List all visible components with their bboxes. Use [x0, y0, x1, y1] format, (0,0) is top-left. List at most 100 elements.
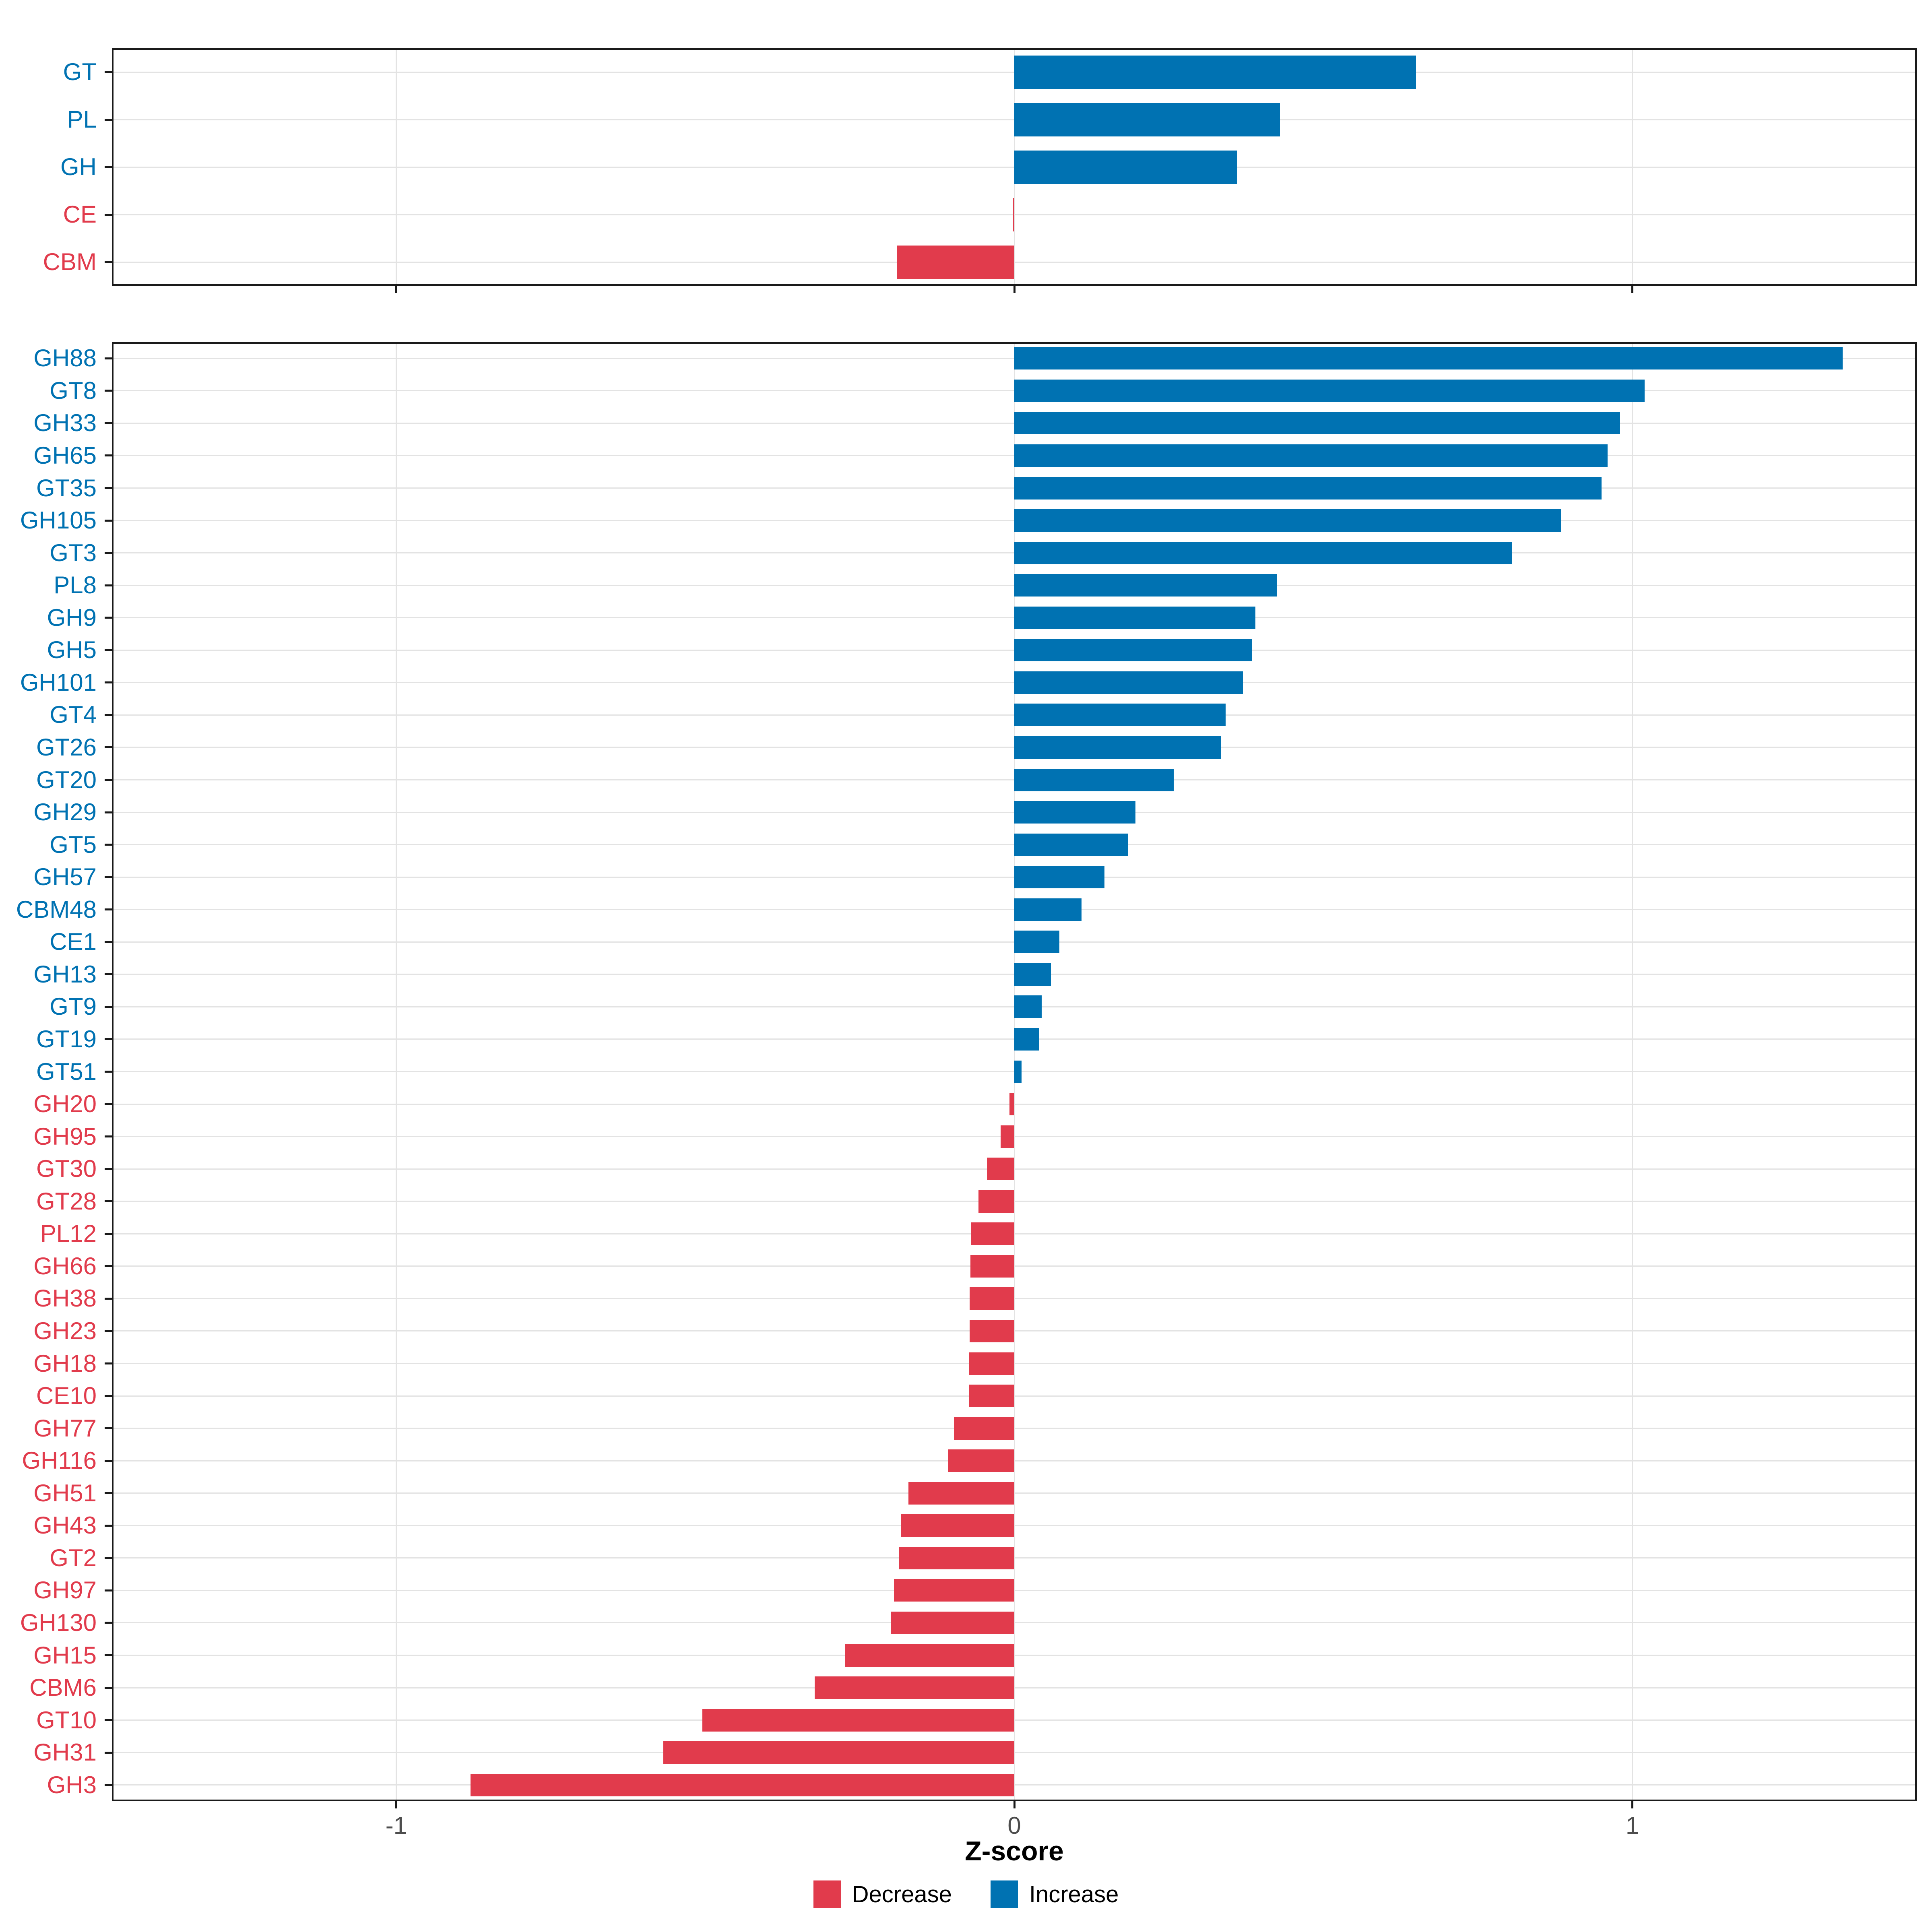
y-tick-GH57	[105, 876, 112, 878]
y-axis-label-GH: GH	[60, 153, 97, 180]
y-axis-label-GH38: GH38	[33, 1285, 97, 1312]
y-axis-label-GT4: GT4	[50, 701, 97, 729]
y-axis-label-GH116: GH116	[22, 1447, 97, 1474]
bar-GH43	[901, 1514, 1014, 1537]
bar-PL12	[971, 1222, 1014, 1245]
y-gridline-GH38	[112, 1298, 1917, 1299]
y-gridline-CBM6	[112, 1687, 1917, 1688]
panel-top: GT PL GH CE CBM	[43, 48, 1917, 293]
bar-GT9	[1014, 995, 1042, 1018]
y-gridline-GH77	[112, 1428, 1917, 1429]
legend-swatch-increase	[990, 1880, 1018, 1908]
y-axis-label-GT5: GT5	[50, 831, 97, 858]
y-tick-GH38	[105, 1297, 112, 1300]
y-gridline-GH116	[112, 1460, 1917, 1461]
y-axis-label-GT20: GT20	[36, 766, 97, 793]
bar-GT51	[1014, 1060, 1022, 1083]
y-tick-GH101	[105, 681, 112, 684]
bar-GH51	[908, 1482, 1014, 1505]
y-gridline-GH130	[112, 1622, 1917, 1624]
y-tick-GH105	[105, 519, 112, 522]
y-tick-CE10	[105, 1395, 112, 1397]
x-tick-label-1: 1	[1625, 1812, 1639, 1839]
y-tick-PL12	[105, 1232, 112, 1235]
x-tick--1	[395, 1801, 397, 1808]
y-gridline-GH43	[112, 1525, 1917, 1526]
y-tick-GT30	[105, 1168, 112, 1170]
bar-GH3	[470, 1773, 1014, 1796]
y-axis-label-GH29: GH29	[33, 799, 97, 826]
bar-GT	[1014, 55, 1416, 89]
y-tick-GT28	[105, 1200, 112, 1203]
legend-label-increase: Increase	[1029, 1881, 1119, 1907]
y-tick-GT9	[105, 1005, 112, 1008]
bar-GH116	[948, 1449, 1014, 1472]
y-tick-GT2	[105, 1557, 112, 1559]
y-tick-GH65	[105, 454, 112, 457]
y-tick-GT8	[105, 390, 112, 392]
y-axis-label-CE: CE	[63, 201, 97, 228]
bar-GH15	[845, 1644, 1014, 1667]
y-axis-label-GH66: GH66	[33, 1252, 97, 1280]
y-gridline-CE	[112, 214, 1917, 215]
y-gridline-GT10	[112, 1719, 1917, 1721]
y-tick-GT51	[105, 1071, 112, 1073]
bar-GH9	[1014, 606, 1255, 629]
bar-GH97	[894, 1579, 1014, 1602]
y-axis-label-GT19: GT19	[36, 1025, 97, 1053]
x-axis-title: Z-score	[965, 1836, 1064, 1866]
y-gridline-GH15	[112, 1655, 1917, 1656]
legend-label-decrease: Decrease	[852, 1881, 952, 1907]
y-axis-label-GT51: GT51	[36, 1058, 97, 1085]
bar-GH29	[1014, 801, 1135, 824]
y-axis-label-GT8: GT8	[50, 377, 97, 404]
y-gridline-GH23	[112, 1330, 1917, 1332]
y-tick-GH3	[105, 1784, 112, 1786]
y-axis-label-GH105: GH105	[20, 507, 97, 534]
y-gridline-GH18	[112, 1363, 1917, 1364]
y-axis-label-GH101: GH101	[20, 669, 97, 696]
y-gridline-CBM	[112, 261, 1917, 263]
x-tick-1	[1631, 1801, 1634, 1808]
legend-swatch-decrease	[813, 1880, 841, 1908]
bar-CBM	[897, 245, 1014, 279]
y-gridline-GH97	[112, 1589, 1917, 1591]
bar-GT2	[899, 1546, 1014, 1569]
y-axis-label-GT3: GT3	[50, 539, 97, 566]
y-gridline-GH95	[112, 1136, 1917, 1137]
y-tick-GT5	[105, 844, 112, 846]
y-tick-GH9	[105, 617, 112, 619]
y-axis-label-GH9: GH9	[47, 604, 97, 631]
bar-GT3	[1014, 541, 1512, 564]
bar-GT4	[1014, 704, 1226, 727]
y-axis-label-GT30: GT30	[36, 1155, 97, 1183]
y-axis-label-GH77: GH77	[33, 1414, 97, 1442]
y-axis-label-GH88: GH88	[33, 345, 97, 372]
y-tick-GH77	[105, 1427, 112, 1430]
y-gridline-GT2	[112, 1557, 1917, 1559]
bar-GH105	[1014, 509, 1562, 532]
y-tick-GH31	[105, 1751, 112, 1754]
y-axis-label-GH97: GH97	[33, 1577, 97, 1604]
bar-GT5	[1014, 833, 1128, 856]
bar-GH95	[1001, 1125, 1014, 1148]
y-tick-CBM6	[105, 1686, 112, 1689]
y-axis-label-CBM: CBM	[43, 248, 97, 275]
y-gridline-PL12	[112, 1233, 1917, 1234]
y-gridline-GT30	[112, 1168, 1917, 1170]
y-tick-GH95	[105, 1135, 112, 1138]
bar-GH13	[1014, 963, 1051, 986]
y-tick-GH97	[105, 1589, 112, 1591]
bar-GH38	[970, 1287, 1014, 1310]
y-tick-GT3	[105, 552, 112, 554]
y-axis-label-GH18: GH18	[33, 1350, 97, 1377]
y-tick-CBM	[105, 261, 112, 263]
bar-GT20	[1014, 768, 1174, 791]
y-axis-label-GT: GT	[63, 58, 97, 85]
y-tick-GH13	[105, 973, 112, 976]
y-gridline-GH66	[112, 1265, 1917, 1267]
bar-PL	[1014, 103, 1280, 136]
y-axis-label-GT26: GT26	[36, 733, 97, 761]
y-axis-label-GH15: GH15	[33, 1641, 97, 1669]
